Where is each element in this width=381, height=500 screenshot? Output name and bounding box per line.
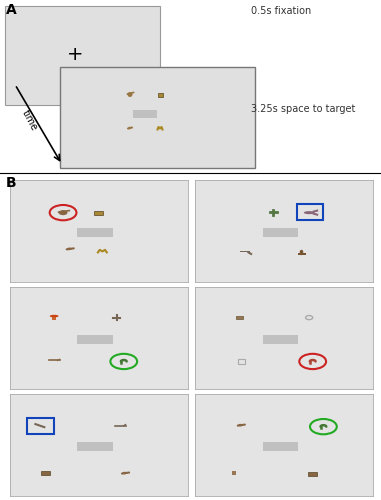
Bar (232, 470, 236, 475)
Circle shape (59, 210, 67, 215)
Ellipse shape (50, 315, 59, 318)
Bar (240, 250, 250, 252)
Bar (263, 335, 298, 344)
Bar (298, 253, 306, 256)
Text: +: + (67, 45, 83, 64)
Bar (308, 472, 317, 476)
Circle shape (238, 424, 243, 426)
Bar (41, 471, 50, 474)
Bar (77, 228, 113, 237)
Bar (5, 6, 160, 104)
Bar (297, 204, 323, 220)
Bar (77, 442, 113, 451)
Bar (238, 360, 245, 364)
Text: 3.25s space to target: 3.25s space to target (251, 104, 356, 114)
Bar (263, 228, 298, 237)
Text: time: time (20, 108, 39, 132)
Text: A: A (6, 4, 16, 18)
Bar (236, 316, 243, 319)
Bar (60, 68, 255, 168)
Circle shape (128, 126, 131, 129)
Bar (94, 210, 103, 215)
Bar (157, 92, 163, 97)
Text: B: B (6, 176, 16, 190)
Circle shape (67, 248, 72, 250)
Ellipse shape (304, 211, 314, 214)
Bar (263, 442, 298, 451)
Bar (133, 110, 157, 118)
Bar (27, 418, 54, 434)
Text: 0.5s fixation: 0.5s fixation (251, 6, 312, 16)
Circle shape (122, 472, 127, 474)
Bar (52, 316, 56, 320)
Bar (77, 335, 113, 344)
Circle shape (128, 92, 133, 97)
